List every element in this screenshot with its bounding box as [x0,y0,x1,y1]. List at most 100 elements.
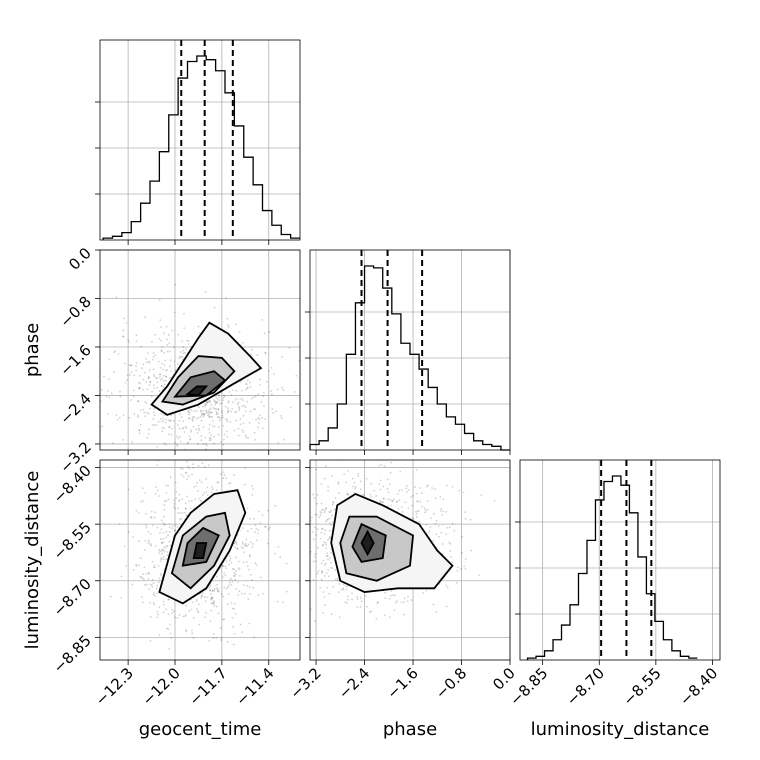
sample-point [187,475,190,477]
sample-point [346,492,349,495]
sample-point [328,522,331,524]
sample-point [173,360,176,363]
sample-point [245,388,247,391]
sample-point [336,579,339,582]
sample-point [328,517,331,520]
sample-point [147,360,150,363]
sample-point [206,414,209,417]
sample-point [431,487,434,490]
sample-point [141,367,143,369]
sample-point [129,364,132,367]
sample-point [208,432,211,434]
sample-point [168,426,170,429]
sample-point [244,543,247,545]
sample-point [246,545,249,547]
y-tick-label: −8.55 [50,518,95,563]
sample-point [316,572,319,575]
sample-point [135,365,138,367]
sample-point [366,605,368,608]
sample-point [149,381,152,384]
sample-point [231,616,234,619]
sample-point [155,377,158,380]
sample-point [186,339,188,342]
sample-point [173,311,176,314]
sample-point [135,565,138,567]
sample-point [326,552,328,555]
sample-point [191,473,193,476]
sample-point [208,415,211,418]
sample-point [235,419,238,422]
sample-point [122,414,125,417]
sample-point [323,541,326,544]
sample-point [369,493,372,496]
sample-point [139,382,141,385]
sample-point [123,545,126,548]
sample-point [153,414,156,417]
sample-point [215,413,218,416]
sample-point [158,373,161,376]
sample-point [342,587,344,590]
sample-point [230,577,233,580]
sample-point [415,492,418,495]
sample-point [317,570,320,572]
sample-point [455,581,458,584]
sample-point [153,564,156,566]
sample-point [178,357,181,360]
sample-point [246,530,249,533]
sample-point [227,409,230,412]
sample-point [136,456,138,458]
sample-point [439,496,442,498]
sample-point [162,600,165,603]
sample-point [287,577,289,579]
sample-point [152,524,154,527]
sample-point [432,603,435,606]
sample-point [237,567,240,570]
sample-point [347,598,349,601]
sample-point [203,466,206,468]
sample-point [185,348,187,351]
sample-point [448,541,450,544]
sample-point [148,588,151,591]
sample-point [215,407,218,410]
sample-point [115,296,118,299]
sample-point [449,550,452,553]
sample-point [138,381,140,384]
sample-point [434,522,437,525]
sample-point [208,586,211,589]
sample-point [108,378,111,381]
sample-point [208,411,211,414]
sample-point [195,485,198,488]
sample-point [156,377,158,379]
panel-hist-phase [305,249,511,455]
sample-point [164,523,167,526]
sample-point [320,578,323,581]
sample-point [324,507,327,510]
sample-point [137,540,140,543]
panel-frame [309,459,511,661]
sample-point [198,429,201,432]
sample-point [144,400,147,403]
sample-point [174,441,177,444]
sample-point [211,488,214,490]
sample-point [160,384,163,387]
sample-point [407,595,409,598]
sample-point [215,637,218,639]
sample-point [276,560,278,562]
sample-point [138,387,141,389]
sample-point [201,462,204,465]
sample-point [396,493,399,495]
sample-point [321,544,324,546]
sample-point [310,608,312,611]
sample-point [247,568,250,571]
sample-point [241,389,243,392]
sample-point [316,546,319,549]
sample-point [160,413,163,416]
sample-point [137,564,140,567]
sample-point [197,325,200,328]
sample-point [153,387,156,390]
sample-point [177,511,180,514]
sample-point [181,511,184,514]
sample-point [186,661,188,663]
x-axis-label-geocent-time: geocent_time [139,719,262,740]
sample-point [254,395,257,398]
